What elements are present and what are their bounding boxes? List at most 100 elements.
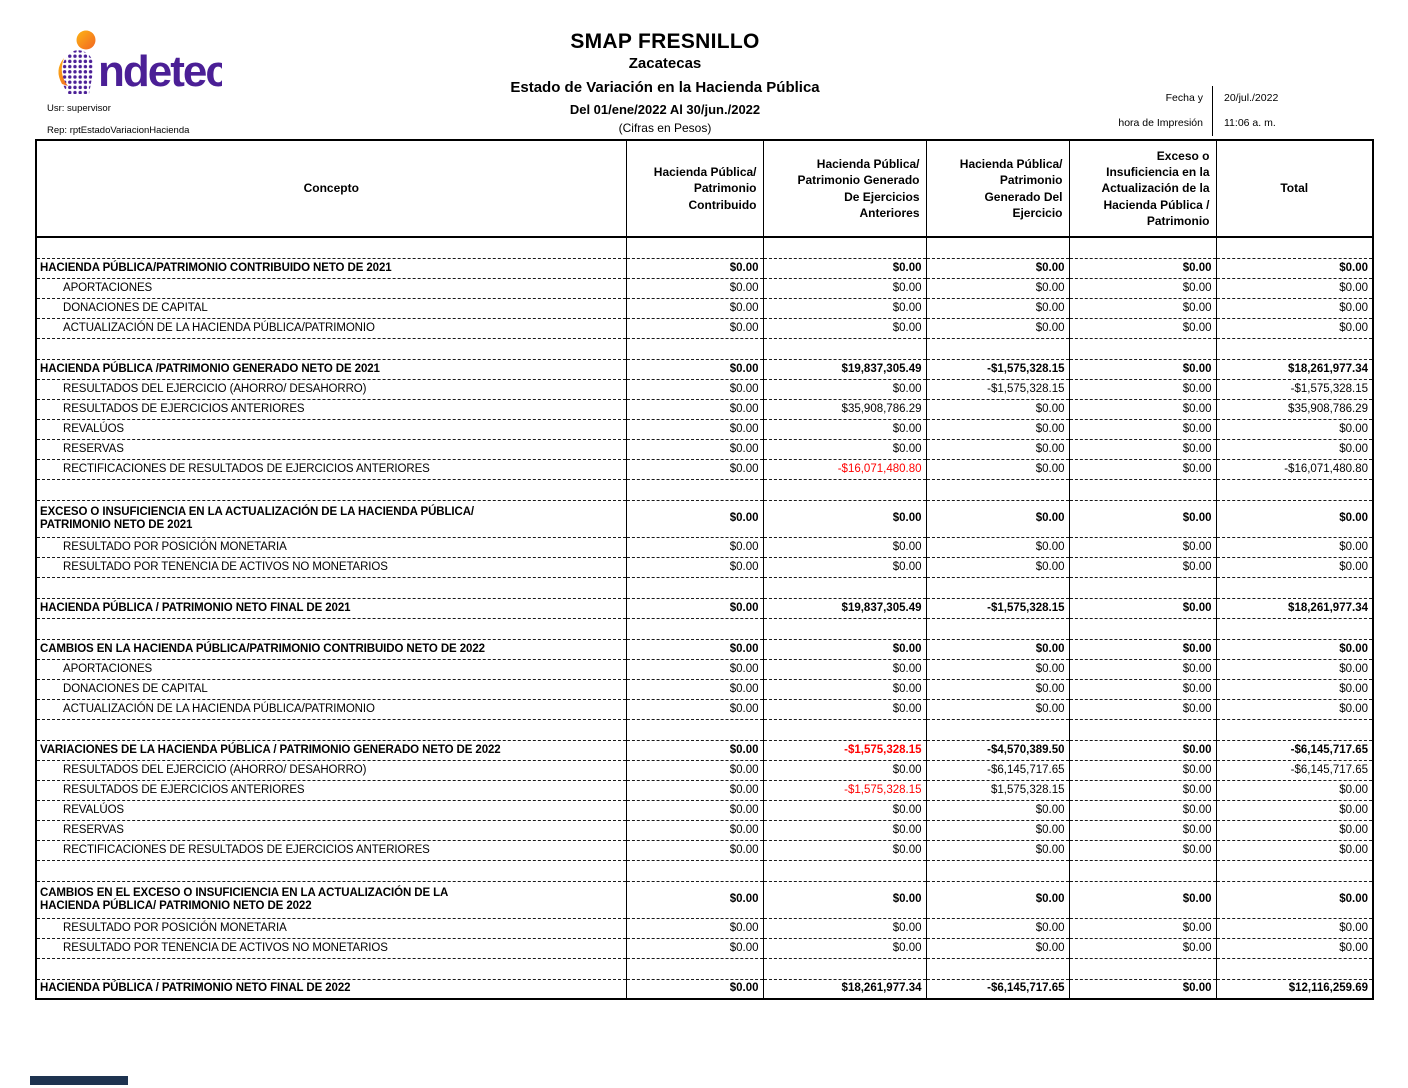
spacer-row xyxy=(36,338,1373,359)
table-row: RESULTADO POR TENENCIA DE ACTIVOS NO MON… xyxy=(36,557,1373,577)
value-cell: $0.00 xyxy=(1215,318,1373,338)
value-cell: $0.00 xyxy=(625,679,763,699)
table-row: RESERVAS $0.00 $0.00 $0.00 $0.00 $0.00 xyxy=(36,439,1373,459)
value-cell: $0.00 xyxy=(762,881,926,918)
value-cell: $0.00 xyxy=(762,318,926,338)
value-cell xyxy=(762,479,926,500)
value-cell: $0.00 xyxy=(1068,760,1216,780)
table-row: RESULTADOS DEL EJERCICIO (AHORRO/ DESAHO… xyxy=(36,379,1373,399)
value-cell xyxy=(625,338,763,359)
value-cell: $12,116,259.69 xyxy=(1215,979,1373,999)
value-cell xyxy=(1215,860,1373,881)
table-row: CAMBIOS EN LA HACIENDA PÚBLICA/PATRIMONI… xyxy=(36,639,1373,659)
table-row: ACTUALIZACIÓN DE LA HACIENDA PÚBLICA/PAT… xyxy=(36,318,1373,338)
value-cell: $0.00 xyxy=(1215,439,1373,459)
value-cell: $0.00 xyxy=(625,639,763,659)
value-cell: $0.00 xyxy=(1215,918,1373,938)
value-cell: $0.00 xyxy=(1068,881,1216,918)
concept-cell xyxy=(36,958,626,979)
value-cell: $0.00 xyxy=(1215,557,1373,577)
concept-cell: RESULTADOS DE EJERCICIOS ANTERIORES xyxy=(63,783,305,796)
value-cell: $35,908,786.29 xyxy=(1215,399,1373,419)
value-cell xyxy=(762,719,926,740)
value-cell: $0.00 xyxy=(625,258,763,278)
value-cell: $0.00 xyxy=(925,639,1069,659)
concept-cell: DONACIONES DE CAPITAL xyxy=(63,301,208,314)
table-row: RESULTADO POR POSICIÓN MONETARIA $0.00 $0.… xyxy=(36,537,1373,557)
value-cell: $18,261,977.34 xyxy=(762,979,926,999)
value-cell xyxy=(1215,479,1373,500)
value-cell: $0.00 xyxy=(625,598,763,618)
value-cell: -$6,145,717.65 xyxy=(1215,740,1373,760)
concept-cell: CAMBIOS EN LA HACIENDA PÚBLICA/PATRIMONI… xyxy=(40,642,485,655)
print-datetime-block: Fecha y 20/jul./2022 hora de Impresión 1… xyxy=(1040,86,1372,136)
value-cell: $0.00 xyxy=(1068,820,1216,840)
value-cell xyxy=(1215,338,1373,359)
spacer-row xyxy=(36,958,1373,979)
value-cell: $0.00 xyxy=(762,379,926,399)
concept-cell: HACIENDA PÚBLICA /PATRIMONIO GENERADO NE… xyxy=(40,362,380,375)
concept-cell: RESULTADOS DE EJERCICIOS ANTERIORES xyxy=(63,402,305,415)
value-cell xyxy=(925,860,1069,881)
value-cell xyxy=(925,479,1069,500)
concept-cell: RECTIFICACIONES DE RESULTADOS DE EJERCIC… xyxy=(63,462,430,475)
value-cell: $0.00 xyxy=(1068,659,1216,679)
value-cell: -$1,575,328.15 xyxy=(762,740,926,760)
table-row: RESULTADOS DE EJERCICIOS ANTERIORES $0.00… xyxy=(36,780,1373,800)
value-cell: $0.00 xyxy=(625,800,763,820)
value-cell xyxy=(925,338,1069,359)
time-value: 11:06 a. m. xyxy=(1212,111,1372,136)
concept-cell: HACIENDA PÚBLICA/PATRIMONIO CONTRIBUIDO … xyxy=(40,261,392,274)
value-cell xyxy=(1215,719,1373,740)
value-cell: $0.00 xyxy=(925,419,1069,439)
value-cell xyxy=(762,958,926,979)
indetec-logo: ndetec xyxy=(52,28,231,104)
table-row: HACIENDA PÚBLICA/PATRIMONIO CONTRIBUIDO … xyxy=(36,258,1373,278)
value-cell: $0.00 xyxy=(625,459,763,479)
report-meta: Usr: supervisor Rep: rptEstadoVariacionH… xyxy=(47,98,189,142)
value-cell: $18,261,977.34 xyxy=(1215,359,1373,379)
value-cell xyxy=(925,577,1069,598)
table-row: RESULTADOS DE EJERCICIOS ANTERIORES $0.00… xyxy=(36,399,1373,419)
table-row: REVALÚOS $0.00 $0.00 $0.00 $0.00 $0.00 xyxy=(36,419,1373,439)
value-cell: $0.00 xyxy=(1068,679,1216,699)
value-cell xyxy=(1068,958,1216,979)
value-cell xyxy=(1068,338,1216,359)
value-cell xyxy=(925,618,1069,639)
table-row: APORTACIONES $0.00 $0.00 $0.00 $0.00 $0.00 xyxy=(36,659,1373,679)
value-cell xyxy=(1068,577,1216,598)
value-cell: $0.00 xyxy=(762,840,926,860)
value-cell: $1,575,328.15 xyxy=(925,780,1069,800)
value-cell xyxy=(1068,237,1216,258)
value-cell: $0.00 xyxy=(925,918,1069,938)
value-cell: $0.00 xyxy=(925,699,1069,719)
value-cell: $0.00 xyxy=(762,537,926,557)
state-name: Zacatecas xyxy=(628,55,702,72)
value-cell: $0.00 xyxy=(1068,439,1216,459)
value-cell xyxy=(1068,719,1216,740)
value-cell: $0.00 xyxy=(625,760,763,780)
value-cell: $0.00 xyxy=(1068,699,1216,719)
concept-cell: REVALÚOS xyxy=(63,803,124,816)
concept-cell: DONACIONES DE CAPITAL xyxy=(63,682,208,695)
table-row: EXCESO O INSUFICIENCIA EN LA ACTUALIZACI… xyxy=(36,500,1373,537)
concept-cell xyxy=(36,719,626,740)
value-cell: $0.00 xyxy=(1068,379,1216,399)
value-cell: $0.00 xyxy=(762,760,926,780)
value-cell: $0.00 xyxy=(1068,639,1216,659)
spacer-row xyxy=(36,479,1373,500)
concept-cell xyxy=(36,479,626,500)
col-header-exceso: Exceso o Insuficiencia en la Actualizaci… xyxy=(1068,140,1216,238)
value-cell: $0.00 xyxy=(762,500,926,537)
value-cell: -$1,575,328.15 xyxy=(925,598,1069,618)
col-header-generado-ejercicio: Hacienda Pública/ Patrimonio Generado De… xyxy=(925,140,1069,238)
concept-cell: ACTUALIZACIÓN DE LA HACIENDA PÚBLICA/PAT… xyxy=(63,321,375,334)
value-cell: $0.00 xyxy=(762,278,926,298)
value-cell: $0.00 xyxy=(625,699,763,719)
value-cell: $0.00 xyxy=(762,258,926,278)
value-cell: $0.00 xyxy=(1068,840,1216,860)
value-cell xyxy=(925,237,1069,258)
report-units: (Cifras en Pesos) xyxy=(618,121,712,135)
table-row: REVALÚOS $0.00 $0.00 $0.00 $0.00 $0.00 xyxy=(36,800,1373,820)
value-cell: -$16,071,480.80 xyxy=(762,459,926,479)
